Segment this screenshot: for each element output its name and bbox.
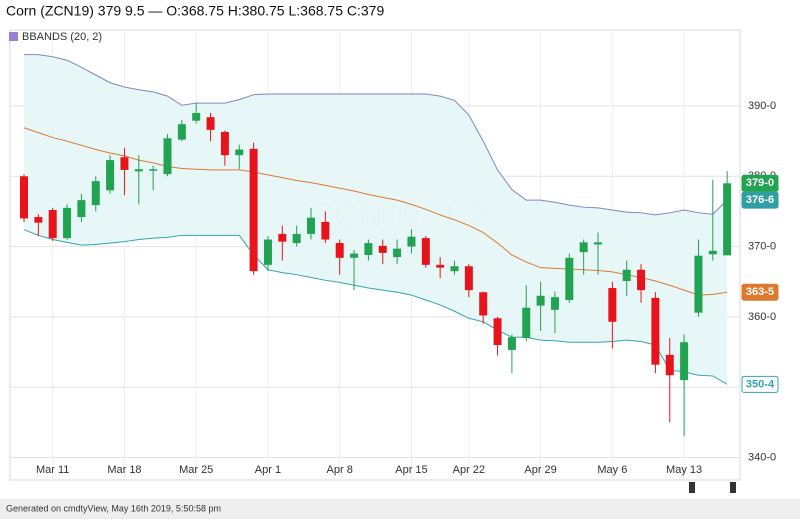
y-tick-label: 370-0 — [748, 240, 776, 252]
candle-body — [594, 242, 602, 245]
end-label: 363-5 — [746, 286, 774, 298]
candle-body — [421, 238, 430, 265]
x-tick-label: Mar 11 — [36, 464, 69, 476]
candle-body — [680, 342, 689, 381]
candle-body — [134, 169, 143, 172]
scroll-handle[interactable] — [730, 482, 736, 493]
candle-body — [34, 217, 43, 223]
x-tick-label: Apr 29 — [524, 464, 556, 476]
candle-body — [608, 288, 617, 322]
band-line — [24, 54, 728, 216]
candle-body — [206, 117, 215, 130]
candle-body — [292, 233, 301, 244]
candle-body — [450, 266, 459, 272]
chart-title: Corn (ZCN19) 379 9.5 — O:368.75 H:380.75… — [6, 3, 384, 19]
plot-area: ZCN19, 1 2 — [10, 30, 740, 480]
candle-body — [723, 183, 732, 256]
x-tick-label: Mar 18 — [107, 464, 141, 476]
end-label-box — [741, 375, 779, 393]
candle-body — [192, 112, 201, 121]
candle-body — [694, 255, 703, 313]
candle-body — [522, 307, 531, 338]
candle-body — [321, 221, 330, 240]
candle-body — [91, 181, 100, 206]
candle-body — [278, 233, 287, 242]
x-tick-label: Mar 25 — [179, 464, 213, 476]
candle-body — [536, 295, 545, 306]
candle-body — [565, 257, 574, 300]
candle-body — [149, 169, 158, 171]
candle-body — [622, 269, 631, 282]
band-line — [23, 229, 728, 385]
candle-body — [637, 269, 646, 291]
candle-body — [708, 250, 717, 255]
end-label-box — [741, 191, 779, 209]
candle-body — [335, 243, 344, 258]
candle-body — [436, 264, 445, 268]
candle-body — [63, 207, 72, 239]
x-tick-label: May 6 — [597, 464, 627, 476]
y-tick-label: 390-0 — [748, 100, 776, 112]
legend-label: BBANDS (20, 2) — [22, 31, 102, 43]
candle-body — [350, 253, 359, 258]
y-tick-label: 340-0 — [748, 451, 776, 463]
footer: Generated on cmdtyView, May 16th 2019, 5… — [6, 503, 221, 513]
end-label: 376-6 — [746, 194, 774, 206]
end-label: 379-0 — [746, 177, 774, 189]
end-label-box — [741, 174, 779, 192]
candle-body — [120, 157, 129, 170]
candle-body — [364, 243, 373, 255]
candle-body — [651, 297, 660, 365]
candle-body — [493, 318, 502, 345]
candle-body — [378, 245, 387, 253]
candle-body — [665, 354, 674, 376]
legend-swatch — [9, 32, 18, 41]
band-line — [23, 127, 728, 296]
candle-body — [163, 138, 172, 175]
candle-body — [249, 148, 258, 272]
x-tick-label: Apr 22 — [453, 464, 485, 476]
candle-body — [393, 248, 402, 258]
candle-body — [479, 292, 488, 316]
x-tick-label: Apr 15 — [395, 464, 427, 476]
candle-body — [464, 266, 473, 291]
end-label: 350-4 — [746, 378, 775, 390]
x-tick-label: Apr 8 — [327, 464, 353, 476]
candle-body — [77, 200, 86, 218]
scroll-handle[interactable] — [689, 482, 695, 493]
candle-body — [177, 124, 186, 140]
x-tick-label: Apr 1 — [255, 464, 281, 476]
candle-body — [307, 217, 315, 234]
candle-body — [263, 239, 272, 265]
candle-body — [106, 160, 115, 191]
candle-body — [407, 236, 416, 247]
candle-body — [20, 176, 28, 219]
footer-bar — [0, 499, 800, 519]
candle-body — [550, 297, 559, 310]
candle-body — [235, 149, 244, 156]
end-label-box — [741, 283, 779, 301]
candle-body — [220, 131, 229, 156]
candle-body — [48, 210, 57, 239]
candle-body — [507, 337, 516, 350]
candle-body — [579, 242, 588, 253]
x-tick-label: May 13 — [666, 464, 702, 476]
y-tick-label: 360-0 — [748, 311, 776, 323]
